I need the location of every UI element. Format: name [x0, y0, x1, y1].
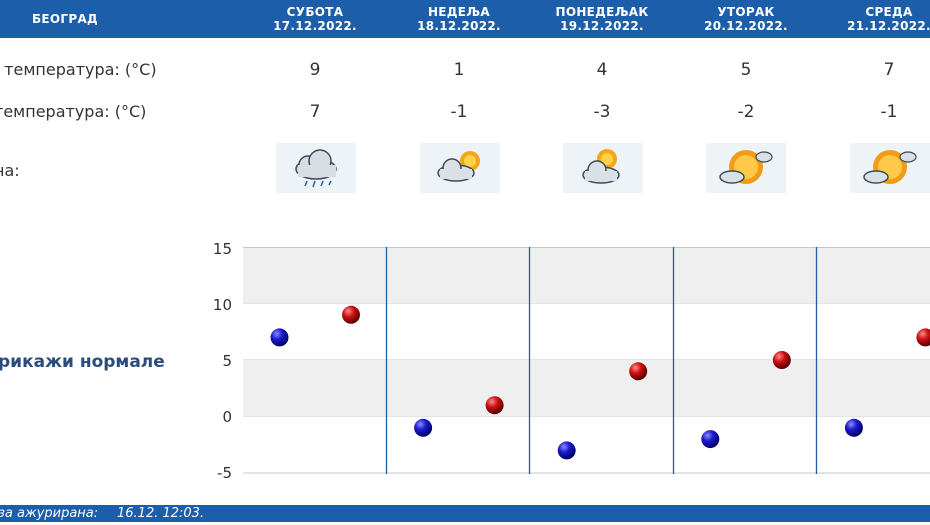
day-header-1: СУБОТА 17.12.2022. — [245, 5, 385, 33]
partly-cloudy-icon — [563, 143, 643, 193]
show-normals-link[interactable]: рикажи нормале — [0, 352, 165, 372]
max-temp-value: 7 — [883, 60, 895, 80]
max-temp-value: 9 — [309, 60, 321, 80]
min-temp-point — [844, 418, 863, 437]
min-temp-point — [701, 430, 720, 449]
min-temp-point — [270, 328, 289, 347]
forecast-header: БЕОГРАД СУБОТА 17.12.2022. НЕДЕЉА 18.12.… — [0, 0, 930, 38]
min-temp-point — [557, 441, 576, 460]
max-temp-value: 5 — [740, 60, 752, 80]
weather-label: на: — [0, 161, 20, 180]
min-temp-value: -2 — [737, 102, 755, 122]
min-temp-value: -1 — [880, 102, 898, 122]
y-tick-label: 0 — [222, 408, 232, 426]
max-temp-value: 4 — [596, 60, 608, 80]
chart-band — [243, 416, 930, 473]
updated-label: за ажурирана: — [0, 506, 99, 521]
chart-band — [243, 247, 930, 304]
temperature-chart — [243, 247, 930, 474]
y-tick-label: 10 — [212, 296, 232, 314]
day-date: 21.12.2022. — [847, 19, 930, 33]
min-temp-value: 7 — [309, 102, 321, 122]
max-temp-point — [342, 305, 360, 324]
max-temp-point — [772, 351, 791, 369]
day-date: 19.12.2022. — [560, 19, 644, 33]
day-date: 20.12.2022. — [704, 19, 788, 33]
max-temp-point — [485, 396, 504, 415]
max-temp-value: 1 — [453, 60, 465, 80]
min-temp-value: -3 — [593, 102, 611, 122]
day-name: СУБОТА — [286, 5, 344, 19]
cloud-rain-icon — [276, 143, 356, 193]
min-temp-point — [414, 418, 433, 437]
chart-band — [243, 360, 930, 417]
last-updated-bar: за ажурирана: 16.12. 12:03. — [0, 505, 930, 522]
day-date: 18.12.2022. — [417, 19, 501, 33]
max-temp-label: . температура: (°C) — [0, 60, 157, 79]
y-tick-label: -5 — [217, 464, 232, 482]
y-tick-label: 15 — [212, 240, 232, 258]
day-header-2: НЕДЕЉА 18.12.2022. — [389, 5, 529, 33]
updated-value: 16.12. 12:03. — [117, 506, 205, 521]
partly-cloudy-icon — [420, 143, 500, 193]
max-temp-point — [916, 328, 930, 347]
sun-cloud-icon — [706, 143, 786, 193]
max-temp-point — [629, 362, 648, 381]
day-name: СРЕДА — [865, 5, 913, 19]
day-header-5: СРЕДА 21.12.2022. — [819, 5, 930, 33]
day-name: УТОРАК — [717, 5, 775, 19]
min-temp-value: -1 — [450, 102, 468, 122]
y-tick-label: 5 — [222, 352, 232, 370]
day-header-4: УТОРАК 20.12.2022. — [676, 5, 816, 33]
sun-cloud-icon — [850, 143, 930, 193]
city-name: БЕОГРАД — [31, 12, 99, 26]
min-temp-label: температура: (°C) — [0, 102, 147, 121]
day-name: ПОНЕДЕЉАК — [555, 5, 649, 19]
day-date: 17.12.2022. — [273, 19, 357, 33]
day-name: НЕДЕЉА — [427, 5, 491, 19]
day-header-3: ПОНЕДЕЉАК 19.12.2022. — [532, 5, 672, 33]
